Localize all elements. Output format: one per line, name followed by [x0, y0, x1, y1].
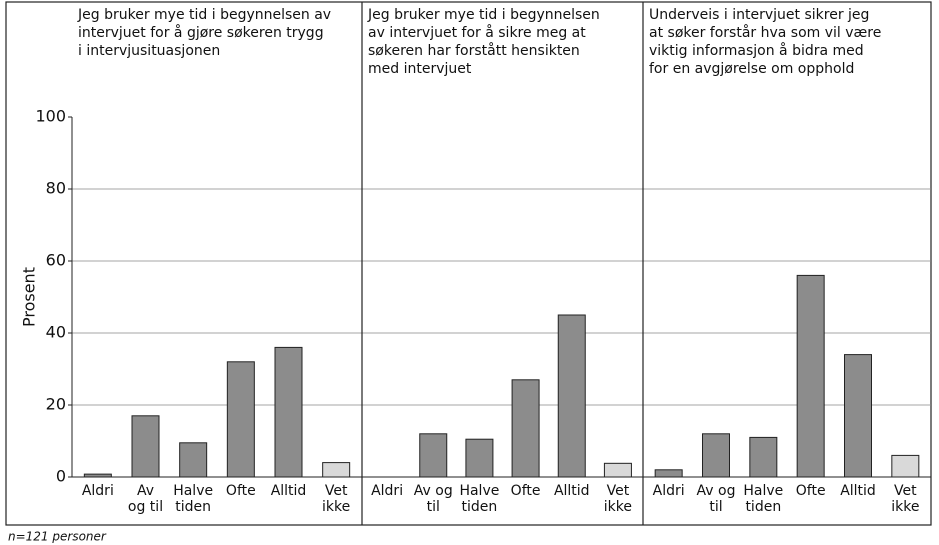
y-tick-label: 40	[46, 323, 66, 342]
panel-title: viktig informasjon å bidra med	[649, 42, 864, 59]
x-tick-label: Ofte	[226, 483, 256, 499]
panel-title: i intervjusituasjonen	[78, 43, 220, 59]
bar	[322, 462, 351, 478]
bar	[749, 436, 778, 478]
panel-title: Jeg bruker mye tid i begynnelsen	[367, 7, 600, 23]
bar	[796, 274, 825, 478]
x-tick-label: til	[427, 499, 440, 515]
bar	[603, 462, 632, 478]
bar	[844, 354, 872, 478]
x-tick-label: Ofte	[511, 483, 541, 499]
bar	[419, 433, 448, 478]
x-tick-label: Alltid	[554, 483, 590, 499]
y-axis-label: Prosent	[20, 267, 39, 327]
x-tick-label: Alltid	[840, 483, 876, 499]
x-tick-label: Halve	[743, 483, 783, 499]
x-tick-label: tiden	[745, 499, 781, 515]
x-tick-label: Ofte	[796, 483, 826, 499]
bar	[891, 454, 920, 478]
x-tick-label: Halve	[173, 483, 213, 499]
y-tick-label: 100	[35, 107, 66, 126]
x-tick-label: Aldri	[653, 483, 685, 499]
bar	[557, 314, 586, 478]
y-tick-label: 20	[46, 395, 66, 414]
panel-title: at søker forstår hva som vil være	[649, 24, 881, 41]
y-tick-label: 60	[46, 251, 66, 270]
bar	[465, 438, 494, 478]
x-tick-label: Aldri	[82, 483, 114, 499]
x-tick-label: Aldri	[371, 483, 403, 499]
panel-title: Underveis i intervjuet sikrer jeg	[649, 7, 869, 23]
bar	[654, 469, 683, 478]
x-tick-label: ikke	[891, 499, 919, 515]
panel-title: søkeren har forstått hensikten	[368, 42, 580, 59]
x-tick-label: og til	[128, 499, 163, 515]
note: n=121 personer	[8, 530, 107, 544]
bar	[226, 361, 255, 478]
y-tick-label: 0	[56, 467, 66, 486]
panel-title: med intervjuet	[368, 61, 472, 77]
x-tick-label: Halve	[459, 483, 499, 499]
x-tick-label: Av og	[697, 483, 736, 499]
panel-title: for en avgjørelse om opphold	[649, 61, 854, 77]
x-tick-label: tiden	[175, 499, 211, 515]
bar	[83, 473, 112, 478]
x-tick-label: ikke	[322, 499, 350, 515]
x-tick-label: Alltid	[271, 483, 307, 499]
x-tick-label: tiden	[462, 499, 498, 515]
bar	[274, 346, 303, 478]
y-tick-label: 80	[46, 179, 66, 198]
bar	[702, 433, 730, 478]
x-tick-label: Vet	[607, 483, 630, 499]
x-tick-label: Av og	[414, 483, 453, 499]
x-tick-label: ikke	[604, 499, 632, 515]
bar	[511, 379, 540, 478]
bar	[131, 415, 160, 478]
x-tick-label: Av	[137, 483, 154, 499]
frame	[5, 1, 932, 526]
x-tick-label: Vet	[325, 483, 348, 499]
panel-title: intervjuet for å gjøre søkeren trygg	[78, 24, 324, 41]
panel-title: av intervjuet for å sikre meg at	[368, 24, 586, 41]
x-tick-label: Vet	[894, 483, 917, 499]
x-tick-label: til	[709, 499, 722, 515]
bar	[179, 442, 208, 478]
panel-title: Jeg bruker mye tid i begynnelsen av	[77, 7, 331, 23]
